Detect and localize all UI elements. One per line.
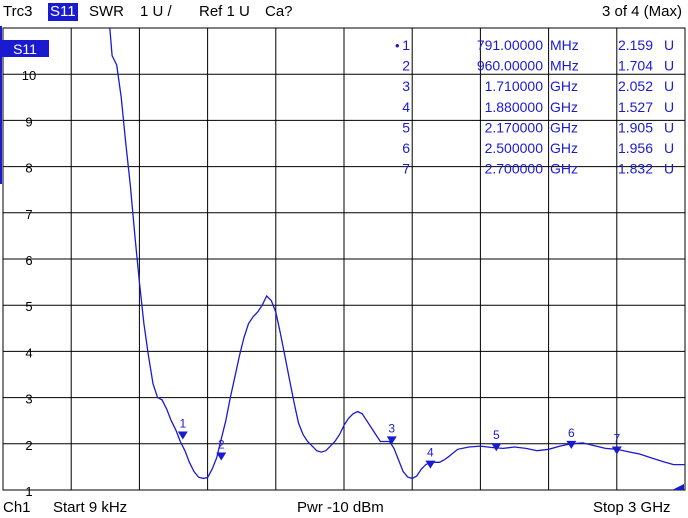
marker-unit: GHz	[550, 140, 578, 156]
marker-unit: MHz	[550, 37, 579, 53]
marker-frequency: 791.00000	[477, 37, 543, 53]
marker-frequency: 2.170000	[485, 119, 544, 135]
stop-frequency[interactable]: Stop 3 GHz	[593, 499, 671, 516]
y-tick-label: 2	[25, 438, 32, 453]
marker-value-unit: U	[664, 37, 674, 53]
source-power[interactable]: Pwr -10 dBm	[297, 499, 384, 516]
trace-label: S11	[13, 41, 37, 57]
marker-frequency: 960.00000	[477, 58, 543, 74]
marker-table: • 1 791.00000 MHz 2.159 U2 960.00000 MHz 1.704 U3…	[395, 37, 674, 177]
marker-7-triangle	[611, 446, 622, 455]
trace-name[interactable]: Trc3	[3, 3, 33, 20]
marker-unit: GHz	[550, 78, 578, 94]
marker-id: 5	[402, 119, 410, 135]
marker-3-label: 3	[388, 421, 395, 435]
marker-value: 1.956	[618, 140, 653, 156]
marker-id: 2	[402, 58, 410, 74]
marker-unit: GHz	[550, 161, 578, 177]
marker-2-label: 2	[218, 437, 225, 451]
y-tick-label: 9	[25, 114, 32, 129]
marker-4-label: 4	[427, 446, 434, 460]
marker-id: 6	[402, 140, 410, 156]
marker-5-label: 5	[493, 428, 500, 442]
marker-value: 2.052	[618, 78, 653, 94]
marker-row: • 1 791.00000 MHz 2.159 U	[395, 37, 674, 53]
marker-id: 1	[402, 37, 410, 53]
y-tick-label: 10	[22, 68, 36, 83]
marker-value: 1.832	[618, 161, 653, 177]
marker-frequency: 2.700000	[485, 161, 544, 177]
reference-label[interactable]: Ref 1 U	[199, 3, 250, 20]
marker-value-unit: U	[664, 78, 674, 94]
marker-5-triangle	[491, 443, 502, 452]
marker-1-label: 1	[179, 416, 186, 430]
marker-value-unit: U	[664, 58, 674, 74]
marker-row: 2 960.00000 MHz 1.704 U	[402, 58, 674, 74]
y-tick-label: 3	[25, 392, 32, 407]
s11-trace	[109, 27, 685, 480]
channel-label[interactable]: Ch1	[3, 499, 31, 516]
trace-label-box	[2, 40, 49, 57]
y-tick-labels: 1 2 3 4 5 6 7 8 9 10	[22, 68, 36, 497]
y-tick-label: 5	[25, 299, 32, 314]
marker-frequency: 2.500000	[485, 140, 544, 156]
marker-3-triangle	[386, 436, 397, 445]
marker-value-unit: U	[664, 140, 674, 156]
marker-row: 6 2.500000 GHz 1.956 U	[402, 140, 674, 156]
marker-7-label: 7	[613, 432, 620, 446]
marker-unit: GHz	[550, 119, 578, 135]
y-tick-label: 4	[25, 345, 32, 360]
marker-row: 7 2.700000 GHz 1.832 U	[402, 161, 674, 177]
marker-value-unit: U	[664, 161, 674, 177]
marker-value-unit: U	[664, 99, 674, 115]
marker-id: 3	[402, 78, 410, 94]
marker-1-triangle	[177, 431, 188, 440]
marker-row: 3 1.710000 GHz 2.052 U	[402, 78, 674, 94]
marker-frequency: 1.710000	[485, 78, 544, 94]
marker-id: 4	[402, 99, 410, 115]
marker-row: 4 1.880000 GHz 1.527 U	[402, 99, 674, 115]
marker-2-triangle	[216, 452, 227, 461]
parameter-badge[interactable]: S11	[48, 3, 78, 21]
stop-marker-icon	[672, 484, 684, 490]
marker-id: 7	[402, 161, 410, 177]
marker-unit: GHz	[550, 99, 578, 115]
marker-value-unit: U	[664, 119, 674, 135]
marker-unit: MHz	[550, 58, 579, 74]
scale-label[interactable]: 1 U /	[140, 3, 172, 20]
page-indicator: 3 of 4 (Max)	[601, 3, 682, 20]
marker-value: 1.905	[618, 119, 653, 135]
channel-footer: Ch1 Start 9 kHz Pwr -10 dBm Stop 3 GHz	[0, 497, 688, 518]
trace-header: Trc3 S11 SWR 1 U / Ref 1 U Ca? 3 of 4 (M…	[0, 0, 688, 26]
marker-6-triangle	[566, 440, 577, 449]
active-marker-dot: •	[395, 38, 400, 53]
marker-6-label: 6	[568, 426, 575, 440]
calibration-status: Ca?	[265, 3, 293, 20]
marker-value: 1.704	[618, 58, 653, 74]
marker-4-triangle	[425, 460, 436, 469]
marker-row: 5 2.170000 GHz 1.905 U	[402, 119, 674, 135]
format-label[interactable]: SWR	[89, 3, 124, 20]
y-tick-label: 8	[25, 161, 32, 176]
marker-symbols: 1 2 3 4 5 6 7	[177, 416, 622, 469]
y-tick-label: 7	[25, 207, 32, 222]
y-tick-label: 1	[25, 484, 32, 497]
marker-frequency: 1.880000	[485, 99, 544, 115]
marker-value: 2.159	[618, 37, 653, 53]
marker-value: 1.527	[618, 99, 653, 115]
y-tick-label: 6	[25, 253, 32, 268]
chart-grid	[2, 27, 686, 491]
start-frequency[interactable]: Start 9 kHz	[53, 499, 128, 516]
